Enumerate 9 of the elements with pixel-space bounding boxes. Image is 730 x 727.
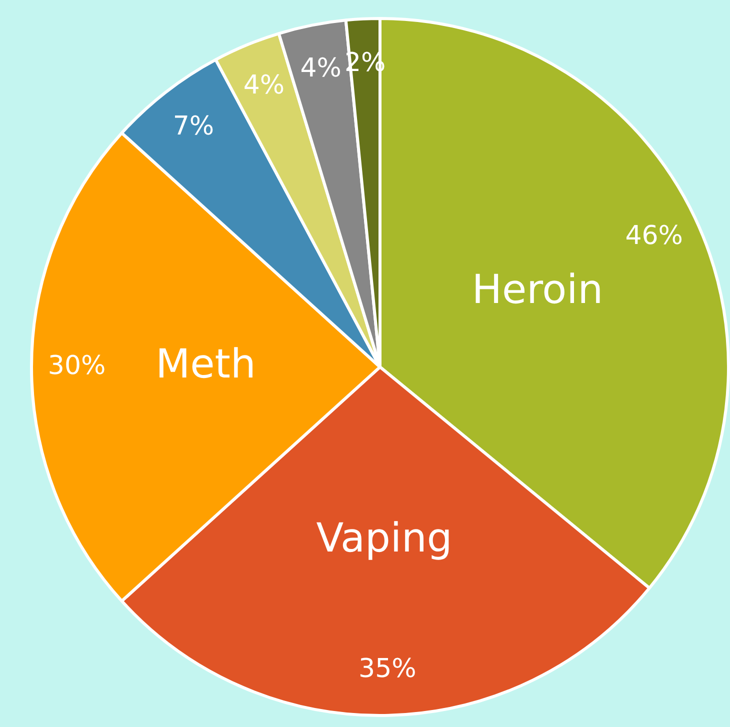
- data-label: 35%: [358, 654, 416, 684]
- data-label: 4%: [243, 70, 285, 101]
- data-label: 46%: [625, 221, 683, 252]
- data-label: 4%: [300, 53, 342, 84]
- data-label: 30%: [48, 350, 106, 381]
- slice-label: Heroin: [472, 266, 604, 313]
- slice-label: Meth: [156, 341, 256, 388]
- slice-label: Vaping: [316, 516, 452, 562]
- data-label: 7%: [172, 112, 214, 142]
